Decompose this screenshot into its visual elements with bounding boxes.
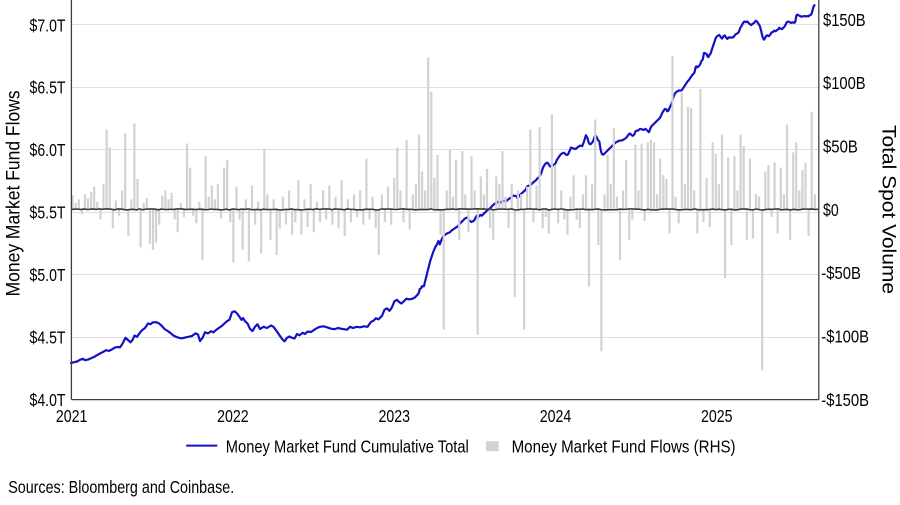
svg-text:$5.5T: $5.5T: [30, 203, 66, 223]
svg-text:2023: 2023: [378, 406, 410, 426]
svg-text:$5.0T: $5.0T: [30, 265, 66, 285]
svg-text:$4.5T: $4.5T: [30, 327, 66, 347]
svg-text:-$100B: -$100B: [821, 327, 869, 347]
svg-text:Total Spot Volume: Total Spot Volume: [878, 125, 899, 294]
svg-text:$4.0T: $4.0T: [30, 390, 66, 410]
svg-text:$50B: $50B: [823, 137, 858, 157]
svg-text:$100B: $100B: [823, 73, 866, 93]
svg-text:2022: 2022: [217, 406, 249, 426]
svg-text:2021: 2021: [56, 406, 88, 426]
svg-text:$150B: $150B: [823, 10, 866, 30]
svg-text:$6.0T: $6.0T: [30, 140, 66, 160]
svg-text:2025: 2025: [701, 406, 733, 426]
svg-text:Money Market Fund Cumulative T: Money Market Fund Cumulative Total: [226, 436, 469, 456]
svg-text:$7.0T: $7.0T: [30, 15, 66, 35]
svg-text:-$150B: -$150B: [821, 390, 869, 410]
svg-text:$6.5T: $6.5T: [30, 78, 66, 98]
svg-text:-$50B: -$50B: [821, 263, 861, 283]
svg-text:Money Market Fund Flows: Money Market Fund Flows: [3, 90, 25, 296]
svg-text:Money Market Fund Flows (RHS): Money Market Fund Flows (RHS): [512, 436, 736, 456]
svg-text:2024: 2024: [540, 406, 572, 426]
svg-text:Sources: Bloomberg and Coinbas: Sources: Bloomberg and Coinbase.: [8, 477, 234, 497]
svg-text:$0: $0: [823, 200, 839, 220]
